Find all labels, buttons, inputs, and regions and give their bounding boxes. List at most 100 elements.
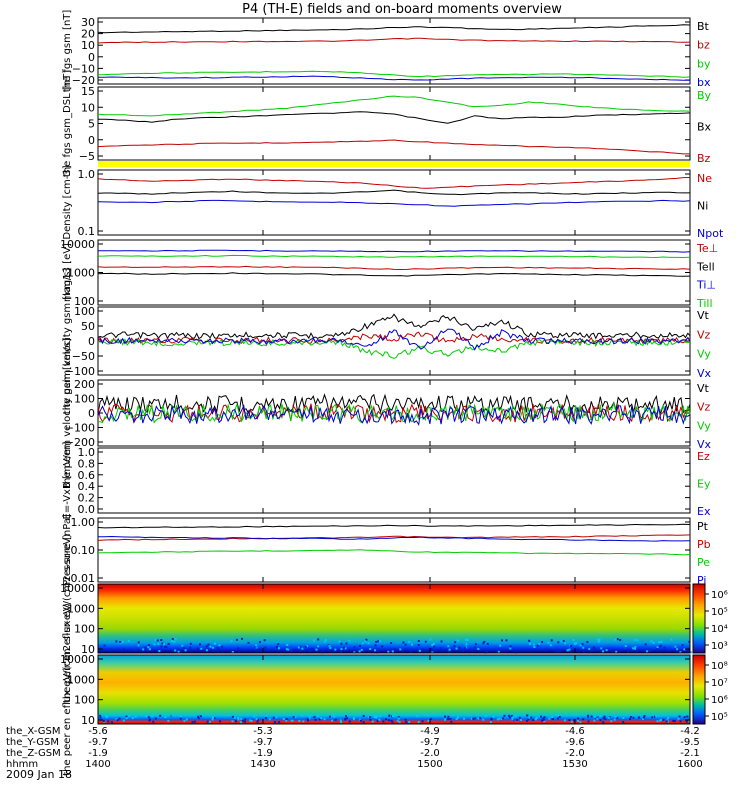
series-line bbox=[97, 177, 691, 189]
legend-label: Vt bbox=[697, 382, 710, 395]
panel-9: 10⁶ 10⁵ 10⁴ 10³ 10000 1000 100 10 the peir en ef… bbox=[60, 534, 728, 703]
legend-label: Vy bbox=[697, 419, 711, 432]
legend-label: Pi bbox=[697, 574, 706, 587]
series-line bbox=[97, 70, 691, 78]
ephemeris-value: 1600 bbox=[677, 759, 702, 770]
spectrogram-9 bbox=[98, 584, 690, 653]
y-tick-label: 0 bbox=[88, 335, 95, 348]
y-tick-label: −200 bbox=[65, 436, 95, 449]
y-tick-label: 15 bbox=[81, 85, 95, 98]
legend-label: Ne bbox=[697, 172, 712, 185]
ephemeris-value: -9.5 bbox=[680, 737, 700, 748]
colorbar-tick-label: 10⁵ bbox=[711, 607, 728, 618]
y-tick-label: 100 bbox=[74, 393, 95, 406]
ephemeris-value: -4.6 bbox=[565, 726, 585, 737]
y-tick-label: 10000 bbox=[60, 238, 95, 251]
series-line bbox=[97, 265, 691, 271]
legend-label: Vx bbox=[697, 438, 712, 451]
legend-label: Tell bbox=[696, 260, 715, 273]
panel-frame bbox=[97, 654, 691, 725]
legend-label: Bz bbox=[697, 152, 711, 165]
y-tick-label: 0.10 bbox=[71, 544, 96, 557]
y-tick-label: 50 bbox=[81, 320, 95, 333]
panel-3: 1.0 0.1 Density [cm-3] Ne Ni Npot bbox=[62, 165, 724, 240]
ephemeris-value: -4.2 bbox=[680, 726, 700, 737]
y-tick-label: 10 bbox=[81, 101, 95, 114]
ephemeris-value: 1400 bbox=[85, 759, 110, 770]
legend-label: bz bbox=[697, 39, 710, 52]
yellow-flag-bar bbox=[98, 161, 690, 167]
y-axis-label: the fgs gsm_DSL [nT] bbox=[62, 70, 73, 177]
y-tick-label: −50 bbox=[72, 350, 95, 363]
legend-label: Vz bbox=[697, 401, 711, 414]
legend-label: bx bbox=[697, 76, 711, 89]
ephemeris-value: -9.7 bbox=[88, 737, 108, 748]
legend-label: Vz bbox=[697, 328, 711, 341]
y-tick-label: 10 bbox=[81, 39, 95, 52]
y-tick-label: 100 bbox=[74, 295, 95, 308]
y-tick-label: 10000 bbox=[60, 653, 95, 666]
ephemeris-value: -9.7 bbox=[420, 737, 440, 748]
ephemeris-value: -9.6 bbox=[565, 737, 585, 748]
ephemeris-value: -1.9 bbox=[253, 748, 273, 759]
y-axis-label: E=-VxB [mV/m] bbox=[62, 441, 73, 519]
ephemeris-value: -2.1 bbox=[680, 748, 700, 759]
panel-frame bbox=[97, 583, 691, 654]
series-line bbox=[97, 404, 691, 427]
ephemeris-value: -2.0 bbox=[565, 748, 585, 759]
y-axis-label: Pressure [nPa] bbox=[62, 514, 73, 586]
ephemeris-row-label: the_Y-GSM bbox=[6, 737, 59, 748]
y-tick-label: 0.1 bbox=[78, 225, 96, 238]
legend-label: Vx bbox=[697, 367, 712, 380]
panel-frame bbox=[97, 17, 691, 85]
y-tick-label: 0.01 bbox=[71, 572, 96, 585]
legend-label: Bx bbox=[697, 121, 712, 134]
y-tick-label: 1.00 bbox=[71, 516, 96, 529]
colorbar-tick-label: 10⁶ bbox=[711, 590, 728, 601]
legend-label: Pt bbox=[697, 520, 709, 533]
legend-label: Till bbox=[696, 297, 713, 310]
y-tick-label: 1000 bbox=[67, 673, 95, 686]
ephemeris-value: -2.0 bbox=[420, 748, 440, 759]
y-tick-label: 20 bbox=[81, 28, 95, 41]
y-tick-label: 5 bbox=[88, 118, 95, 131]
y-axis-label: the fgs gsm [nT] bbox=[62, 10, 73, 93]
legend-label: Ey bbox=[697, 478, 711, 491]
legend-label: Vy bbox=[697, 348, 711, 361]
series-line bbox=[97, 523, 691, 529]
y-tick-label: 10 bbox=[81, 643, 95, 656]
panel-frame bbox=[97, 447, 691, 514]
legend-label: Bt bbox=[697, 20, 710, 33]
panel-frame bbox=[97, 239, 691, 306]
y-tick-label: 0 bbox=[88, 407, 95, 420]
date-label: 2009 Jan 18 bbox=[6, 768, 72, 781]
y-axis-label: Density [cm-3] bbox=[62, 165, 73, 239]
ephemeris-value: -5.6 bbox=[88, 726, 108, 737]
y-tick-label: 30 bbox=[81, 16, 95, 29]
y-tick-label: 0.4 bbox=[78, 480, 96, 493]
legend-label: Npot bbox=[697, 227, 724, 240]
colorbar-tick-label: 10⁷ bbox=[711, 678, 728, 689]
y-tick-label: 0.2 bbox=[78, 492, 96, 505]
y-axis-label: the peim velocity gsm [km/s] bbox=[62, 268, 73, 415]
y-tick-label: 0.8 bbox=[78, 457, 96, 470]
y-axis-label: mag13 [eV] bbox=[62, 243, 73, 302]
spectrogram-10 bbox=[98, 655, 690, 724]
legend-label: Ez bbox=[697, 450, 710, 463]
y-tick-label: 100 bbox=[74, 694, 95, 707]
series-line bbox=[97, 272, 691, 277]
ephemeris-value: 1500 bbox=[417, 759, 442, 770]
y-axis-label: the peem velocity gsm [km/s] bbox=[62, 338, 73, 488]
y-tick-label: −100 bbox=[65, 365, 95, 378]
colorbar-tick-label: 10⁴ bbox=[711, 624, 728, 635]
y-tick-label: 1000 bbox=[67, 267, 95, 280]
y-tick-label: 200 bbox=[74, 378, 95, 391]
ephemeris-row-label: hhmm bbox=[6, 759, 38, 770]
y-tick-label: −10 bbox=[72, 62, 95, 75]
y-tick-label: 100 bbox=[74, 305, 95, 318]
